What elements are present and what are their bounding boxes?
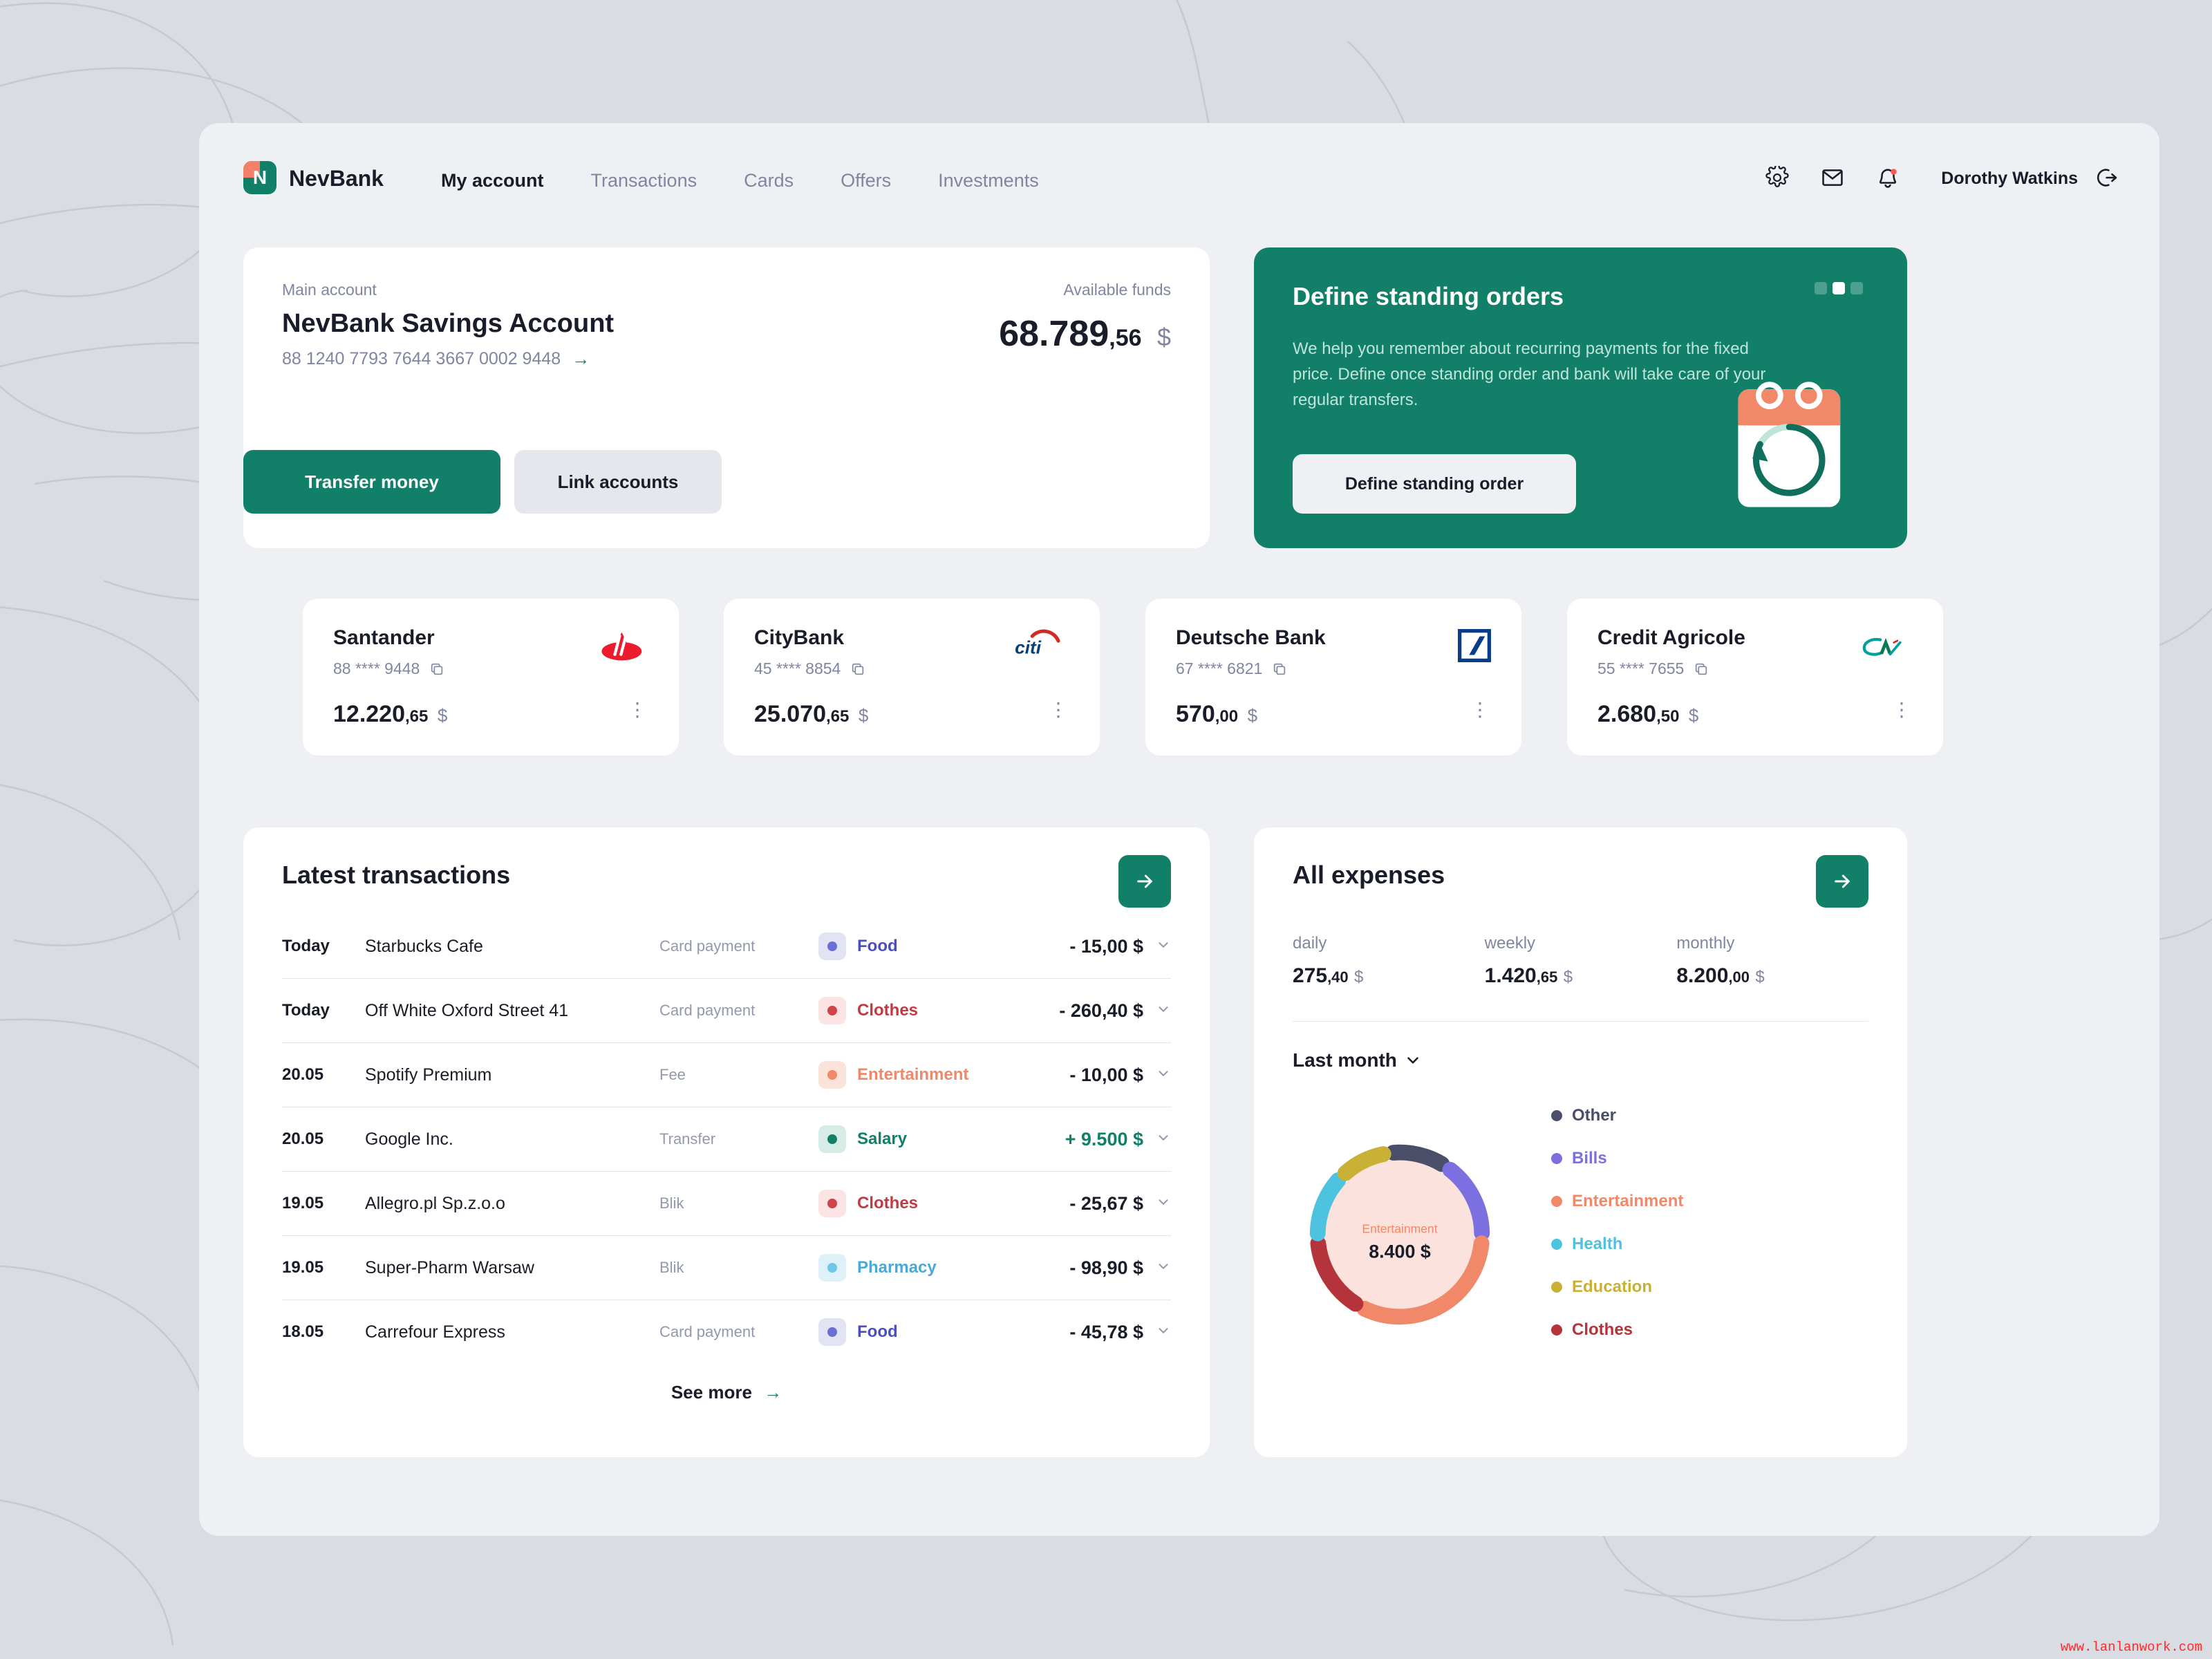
svg-text:Entertainment: Entertainment: [1362, 1221, 1437, 1235]
svg-text:citi: citi: [1015, 637, 1042, 657]
svg-text:8.400 $: 8.400 $: [1369, 1241, 1431, 1262]
